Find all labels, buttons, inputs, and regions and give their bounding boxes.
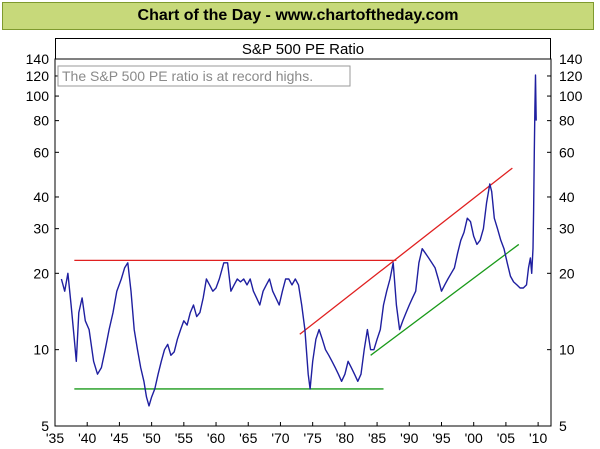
y-tick-label-left: 20 xyxy=(33,265,49,281)
x-tick-label: '00 xyxy=(465,430,483,446)
x-tick-label: '85 xyxy=(368,430,386,446)
x-tick-label: '70 xyxy=(271,430,289,446)
x-axis: '35 '40 '45 '50 '55 '60 '65 '70 '75 '80 '85 '90 '95 '… xyxy=(46,422,547,446)
y-tick-label-left: 120 xyxy=(26,68,50,84)
x-tick-label: '55 xyxy=(175,430,193,446)
y-tick-label-right: 30 xyxy=(559,221,575,237)
y-tick-label-left: 30 xyxy=(33,221,49,237)
x-tick-label: '35 xyxy=(46,430,64,446)
y-tick-label-right: 5 xyxy=(559,418,567,434)
trendline-3 xyxy=(370,243,520,356)
annotation-text: The S&P 500 PE ratio is at record highs. xyxy=(62,68,313,84)
y-tick-label-right: 100 xyxy=(559,88,583,104)
y-tick-label-right: 80 xyxy=(559,113,575,129)
x-tick-label: '95 xyxy=(432,430,450,446)
x-tick-label: '60 xyxy=(207,430,225,446)
chart-title: S&P 500 PE Ratio xyxy=(55,38,551,59)
y-tick-label-left: 10 xyxy=(33,342,49,358)
annotation-box xyxy=(57,65,351,87)
series-line-0 xyxy=(60,74,537,407)
trendline-2 xyxy=(299,167,513,335)
y-tick-label-left: 5 xyxy=(41,418,49,434)
x-tick-label: '10 xyxy=(529,430,547,446)
y-tick-label-right: 140 xyxy=(559,51,583,67)
y-tick-label-right: 40 xyxy=(559,189,575,205)
x-tick-label: '50 xyxy=(142,430,160,446)
x-tick-label: '05 xyxy=(497,430,515,446)
y-tick-label-left: 80 xyxy=(33,113,49,129)
plot-frame xyxy=(54,58,552,427)
y-tick-label-right: 60 xyxy=(559,144,575,160)
y-tick-label-left: 100 xyxy=(26,88,50,104)
x-tick-label: '75 xyxy=(304,430,322,446)
y-tick-label-right: 120 xyxy=(559,68,583,84)
chart-title-text: S&P 500 PE Ratio xyxy=(241,40,365,58)
y-tick-label-left: 40 xyxy=(33,189,49,205)
x-tick-label: '45 xyxy=(110,430,128,446)
trendlines xyxy=(74,167,520,390)
y-tick-label-left: 140 xyxy=(26,51,50,67)
x-tick-label: '40 xyxy=(78,430,96,446)
x-tick-label: '65 xyxy=(239,430,257,446)
x-tick-label: '90 xyxy=(400,430,418,446)
y-tick-label-right: 20 xyxy=(559,265,575,281)
y-tick-label-left: 60 xyxy=(33,144,49,160)
banner-title: Chart of the Day - www.chartoftheday.com xyxy=(137,7,459,24)
series-group xyxy=(60,74,537,407)
y-tick-label-right: 10 xyxy=(559,342,575,358)
x-tick-label: '80 xyxy=(336,430,354,446)
chart-of-the-day-banner: Chart of the Day - www.chartoftheday.com xyxy=(2,2,594,30)
